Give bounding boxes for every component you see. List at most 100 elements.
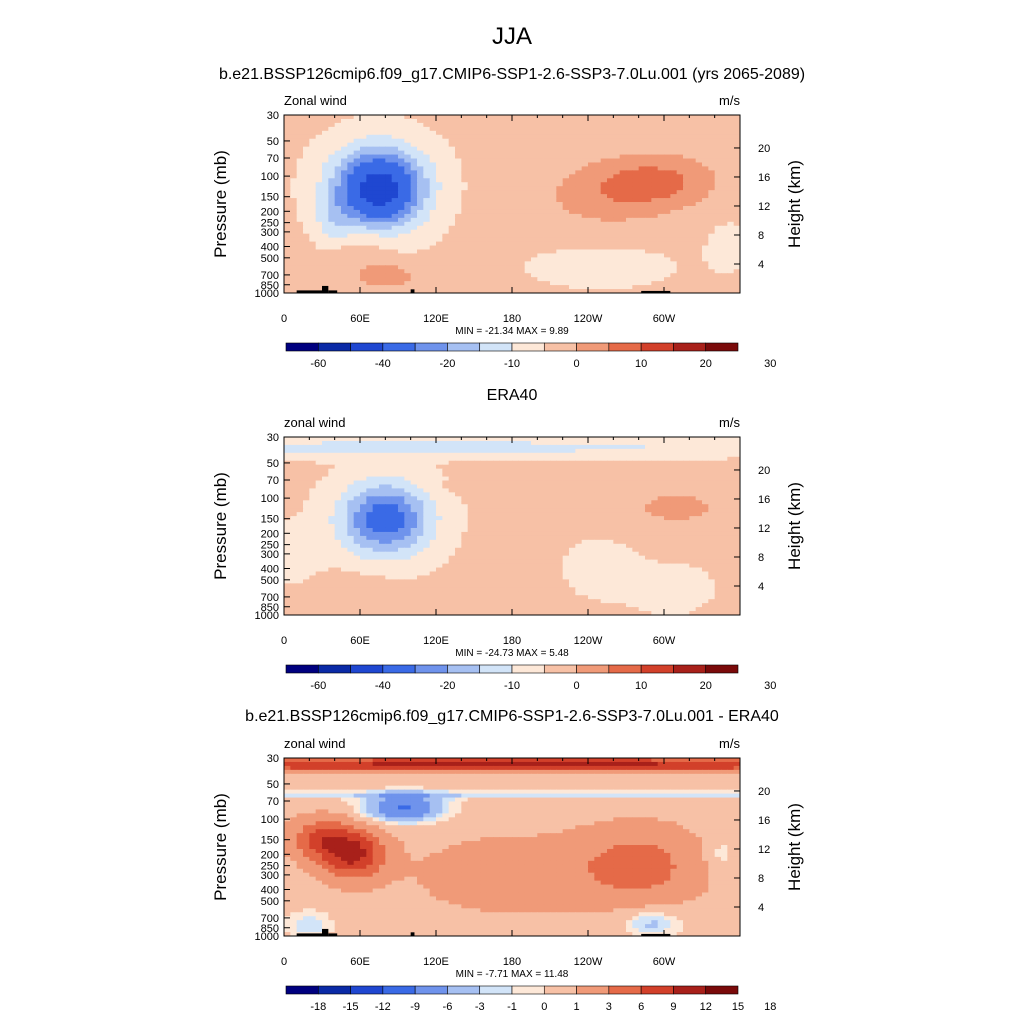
contour-cell [480,456,488,462]
contour-cell [290,285,298,290]
contour-cell [436,229,443,235]
contour-cell [645,476,652,482]
contour-cell [727,213,735,219]
contour-cell [588,261,595,266]
contour-cell [417,170,424,175]
contour-cell [664,138,671,144]
contour-cell [619,456,627,462]
contour-cell [562,134,570,140]
contour-cell [379,202,386,207]
contour-cell [733,476,740,482]
contour-cell [461,162,469,168]
contour-cell [556,134,564,140]
contour-cell [727,476,735,482]
contour-cell [531,130,538,136]
contour-cell [334,245,342,251]
contour-cell [638,456,646,462]
contour-cell [303,269,310,274]
contour-cell [505,484,513,490]
contour-cell [569,122,576,128]
contour-cell [391,504,399,509]
contour-cell [461,174,469,179]
contour-cell [429,130,437,136]
contour-cell [632,217,640,223]
contour-cell [524,500,532,505]
contour-cell [607,130,614,136]
contour-cell [683,452,690,458]
contour-cell [366,249,374,255]
contour-cell [657,448,665,454]
contour-cell [404,190,412,195]
contour-cell [676,126,684,132]
contour-cell [410,118,418,124]
contour-cell [588,118,595,124]
contour-cell [360,142,367,148]
contour-cell [581,237,589,243]
contour-cell [683,285,690,290]
contour-cell [581,221,589,227]
contour-cell [455,221,462,227]
contour-cell [613,122,621,128]
contour-cell [632,233,640,239]
contour-cell [334,118,342,124]
contour-cell [518,257,526,262]
contour-cell [379,488,386,493]
contour-cell [309,520,317,525]
contour-cell [676,512,684,517]
contour-cell [543,277,551,282]
contour-cell [467,194,475,199]
contour-cell [676,249,684,255]
contour-cell [708,209,716,215]
contour-cell [714,198,722,203]
contour-cell [524,154,532,160]
contour-cell [683,213,690,219]
contour-cell [531,213,538,219]
contour-cell [455,170,462,175]
contour-cell [550,273,557,278]
contour-cell [341,524,348,529]
contour-cell [645,130,652,136]
contour-cell [379,516,386,521]
contour-cell [505,134,513,140]
contour-cell [689,174,697,179]
contour-cell [442,229,450,235]
contour-cell [436,217,443,223]
contour-cell [518,265,526,270]
contour-cell [410,496,418,501]
contour-cell [385,213,393,219]
contour-cell [505,245,513,251]
contour-cell [626,281,633,286]
contour-cell [480,194,488,199]
contour-cell [290,213,298,219]
contour-cell [556,146,564,152]
contour-cell [645,257,652,262]
contour-cell [683,225,690,231]
contour-cell [727,516,735,521]
contour-cell [569,448,576,454]
contour-cell [296,516,304,521]
contour-cell [664,122,671,128]
contour-cell [543,488,551,493]
contour-cell [702,209,709,215]
contour-cell [461,289,469,293]
contour-cell [702,281,709,286]
contour-cell [518,253,526,258]
contour-cell [733,512,740,517]
contour-cell [708,261,716,266]
contour-cell [353,273,361,278]
contour-cell [575,142,583,148]
contour-cell [524,488,532,493]
contour-cell [683,134,690,140]
contour-cell [714,488,722,493]
contour-cell [360,150,367,156]
contour-cell [702,460,709,466]
contour-cell [733,233,740,239]
contour-cell [499,289,507,293]
contour-cell [391,182,399,187]
contour-cell [695,468,703,474]
contour-cell [619,440,627,446]
contour-cell [309,249,317,255]
contour-cell [347,524,355,529]
contour-cell [296,162,304,168]
contour-cell [296,146,304,152]
